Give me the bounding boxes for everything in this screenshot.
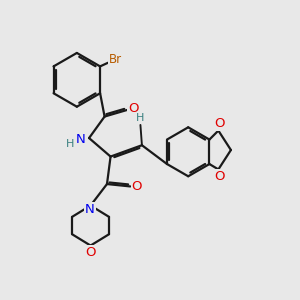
Text: N: N [76, 133, 86, 146]
Text: Br: Br [109, 53, 122, 66]
Text: H: H [65, 139, 74, 149]
Text: O: O [85, 246, 96, 259]
Text: O: O [214, 170, 225, 183]
Text: O: O [128, 102, 139, 115]
Text: N: N [85, 202, 95, 216]
Text: O: O [214, 117, 225, 130]
Text: O: O [132, 180, 142, 193]
Text: H: H [136, 113, 145, 123]
